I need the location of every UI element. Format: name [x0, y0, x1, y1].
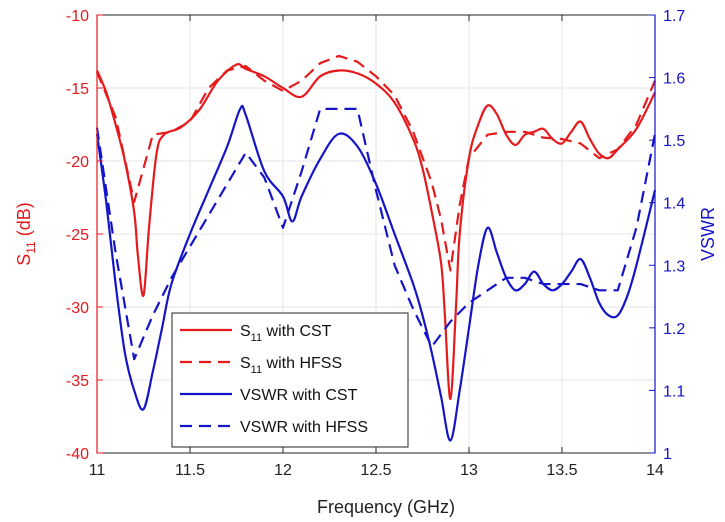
legend-label-main: S: [240, 355, 251, 372]
x-tick-labels: 11 11.5 12 12.5 13 13.5 14: [89, 462, 664, 479]
left-axis-label-main: S: [14, 254, 34, 266]
right-tick-label: 1.4: [663, 196, 685, 213]
series-line-vswr-with-cst: [95, 104, 657, 442]
legend-label-sub: 11: [251, 332, 262, 344]
legend-label-main: VSWR with HFSS: [240, 419, 368, 436]
x-tick-label: 11: [89, 462, 106, 479]
right-tick-label: 1: [663, 446, 672, 463]
left-tick-label: -15: [66, 81, 89, 98]
x-tick-label: 13.5: [546, 462, 577, 479]
legend-label-rest: with HFSS: [262, 355, 342, 372]
right-tick-label: 1.1: [663, 383, 685, 400]
axes: [96, 14, 656, 454]
legend-label-rest: with CST: [262, 323, 332, 340]
left-tick-label: -20: [66, 154, 89, 171]
left-axis-label-rest: (dB): [14, 202, 34, 241]
legend-label: VSWR with CST: [240, 387, 358, 404]
legend-box: [171, 312, 409, 448]
series-line-s11-with-cst: [95, 63, 656, 401]
right-tick-label: 1.6: [663, 71, 685, 88]
x-tick-label: 11.5: [175, 462, 205, 479]
left-tick-label: -30: [66, 300, 89, 317]
right-tick-label: 1.3: [663, 258, 685, 275]
left-axis-label: S11 (dB): [14, 202, 38, 266]
left-tick-label: -40: [66, 446, 89, 463]
legend-label: S11 with CST: [240, 323, 332, 344]
left-tick-label: -10: [66, 8, 89, 25]
series-line-s11-with-hfss: [95, 54, 657, 272]
legend-label-main: VSWR with CST: [240, 387, 358, 404]
left-tick-label: -35: [66, 373, 89, 390]
right-tick-label: 1.5: [663, 133, 685, 150]
x-tick-label: 12.5: [360, 462, 391, 479]
left-tick-labels: -40 -35 -30 -25 -20 -15 -10: [66, 8, 89, 463]
x-tick-label: 12: [274, 462, 292, 479]
series-line-vswr-with-hfss: [95, 107, 657, 361]
legend-label: VSWR with HFSS: [240, 419, 368, 436]
right-tick-label: 1.2: [663, 321, 685, 338]
right-axis-label: VSWR: [698, 207, 718, 261]
right-tick-labels: 1 1.1 1.2 1.3 1.4 1.5 1.6 1.7: [663, 8, 685, 463]
x-tick-label: 13: [460, 462, 478, 479]
x-axis-label: Frequency (GHz): [317, 497, 455, 517]
x-tick-label: 14: [646, 462, 664, 479]
legend-label: S11 with HFSS: [240, 355, 342, 376]
left-axis-label-sub: 11: [24, 241, 38, 254]
legend-label-sub: 11: [251, 364, 262, 376]
right-tick-label: 1.7: [663, 8, 685, 25]
series-layer: [95, 54, 657, 442]
left-tick-label: -25: [66, 227, 89, 244]
legend-label-main: S: [240, 323, 251, 340]
